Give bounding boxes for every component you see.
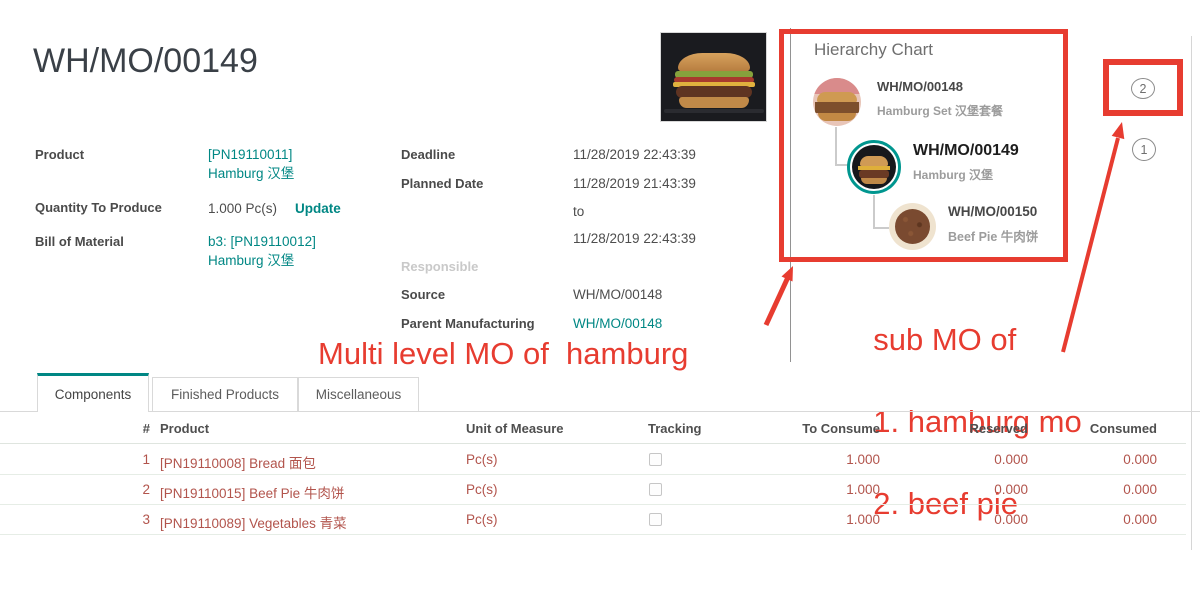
product-photo[interactable] bbox=[660, 32, 767, 122]
row-seq: 3 bbox=[142, 512, 150, 527]
callout-2-annotation-frame bbox=[1103, 59, 1183, 116]
col-header-tracking[interactable]: Tracking bbox=[648, 421, 702, 436]
annotation-multi-level: Multi level MO of hamburg bbox=[318, 336, 689, 371]
tab-components[interactable]: Components bbox=[37, 373, 149, 412]
page-title: WH/MO/00149 bbox=[33, 42, 258, 80]
col-header-consumed[interactable]: Consumed bbox=[1089, 421, 1157, 436]
form-chatter-divider bbox=[790, 28, 791, 362]
row-uom: Pc(s) bbox=[466, 452, 498, 467]
notebook-border bbox=[0, 411, 1200, 412]
row-product: [PN19110089] Vegetables 青菜 bbox=[160, 516, 347, 531]
burger-illustration bbox=[677, 53, 750, 72]
tab-finished-products[interactable]: Finished Products bbox=[152, 377, 298, 412]
bom-link-line2[interactable]: Hamburg 汉堡 bbox=[208, 253, 295, 268]
row-to-consume: 1.000 bbox=[846, 452, 880, 467]
planned-date-to-word: to bbox=[573, 204, 585, 219]
planned-date-to: 11/28/2019 22:43:39 bbox=[573, 231, 696, 246]
responsible-label: Responsible bbox=[401, 259, 479, 274]
row-product: [PN19110015] Beef Pie 牛肉饼 bbox=[160, 486, 345, 501]
col-header-seq[interactable]: # bbox=[142, 421, 150, 436]
tracking-checkbox[interactable] bbox=[649, 513, 662, 526]
hierarchy-node-name-00148: Hamburg Set 汉堡套餐 bbox=[877, 104, 1004, 118]
hierarchy-node-avatar-00149-current[interactable] bbox=[847, 140, 901, 194]
bom-link-line1[interactable]: b3: [PN19110012] bbox=[208, 234, 316, 249]
annotation-sub-mo: sub MO of 1. hamburg mo 2. beef pie bbox=[873, 322, 1082, 521]
row-to-consume: 1.000 bbox=[846, 482, 880, 497]
row-seq: 1 bbox=[142, 452, 150, 467]
callout-badge-2: 2 bbox=[1131, 78, 1155, 99]
bom-label: Bill of Material bbox=[35, 234, 124, 249]
update-link[interactable]: Update bbox=[295, 201, 341, 216]
hierarchy-node-code-00148[interactable]: WH/MO/00148 bbox=[877, 79, 963, 94]
col-header-uom[interactable]: Unit of Measure bbox=[466, 421, 564, 436]
quantity-label: Quantity To Produce bbox=[35, 200, 162, 215]
hierarchy-connector-2 bbox=[873, 195, 889, 229]
table-row[interactable]: 2 [PN19110015] Beef Pie 牛肉饼 Pc(s) 1.000 … bbox=[0, 475, 1186, 505]
hierarchy-chart-title: Hierarchy Chart bbox=[814, 40, 934, 59]
hierarchy-node-avatar-00148[interactable] bbox=[813, 78, 861, 126]
hierarchy-node-name-00149: Hamburg 汉堡 bbox=[913, 168, 994, 182]
row-product: [PN19110008] Bread 面包 bbox=[160, 456, 316, 471]
planned-date-from: 11/28/2019 21:43:39 bbox=[573, 176, 696, 191]
hierarchy-node-name-00150: Beef Pie 牛肉饼 bbox=[948, 230, 1039, 244]
row-to-consume: 1.000 bbox=[846, 512, 880, 527]
callout-badge-1: 1 bbox=[1132, 138, 1156, 161]
quantity-value: 1.000 Pc(s) bbox=[208, 201, 278, 216]
tracking-checkbox[interactable] bbox=[649, 453, 662, 466]
row-consumed: 0.000 bbox=[1123, 482, 1157, 497]
table-row[interactable]: 3 [PN19110089] Vegetables 青菜 Pc(s) 1.000… bbox=[0, 505, 1186, 535]
planned-date-label: Planned Date bbox=[401, 176, 484, 191]
parent-mo-link[interactable]: WH/MO/00148 bbox=[573, 316, 663, 331]
row-reserved: 0.000 bbox=[994, 452, 1028, 467]
col-header-product[interactable]: Product bbox=[160, 421, 210, 436]
col-header-reserved[interactable]: Reserved bbox=[969, 421, 1028, 436]
row-consumed: 0.000 bbox=[1123, 452, 1157, 467]
source-value: WH/MO/00148 bbox=[573, 287, 663, 302]
hierarchy-node-code-00149[interactable]: WH/MO/00149 bbox=[913, 142, 1019, 159]
deadline-label: Deadline bbox=[401, 147, 456, 162]
parent-mo-label: Parent Manufacturing bbox=[401, 316, 535, 331]
source-label: Source bbox=[401, 287, 446, 302]
row-seq: 2 bbox=[142, 482, 150, 497]
row-uom: Pc(s) bbox=[466, 512, 498, 527]
hierarchy-node-avatar-00150[interactable] bbox=[889, 203, 936, 250]
product-link-line2[interactable]: Hamburg 汉堡 bbox=[208, 166, 295, 181]
product-link[interactable]: [PN19110011] Hamburg 汉堡 bbox=[208, 147, 294, 182]
col-header-to-consume[interactable]: To Consume bbox=[802, 421, 880, 436]
tab-miscellaneous[interactable]: Miscellaneous bbox=[298, 377, 419, 412]
window-right-edge bbox=[1191, 36, 1192, 550]
product-link-line1[interactable]: [PN19110011] bbox=[208, 147, 293, 162]
row-consumed: 0.000 bbox=[1123, 512, 1157, 527]
table-row[interactable]: 1 [PN19110008] Bread 面包 Pc(s) 1.000 0.00… bbox=[0, 445, 1186, 475]
product-label: Product bbox=[35, 147, 85, 162]
deadline-value: 11/28/2019 22:43:39 bbox=[573, 147, 696, 162]
tracking-checkbox[interactable] bbox=[649, 483, 662, 496]
row-reserved: 0.000 bbox=[994, 482, 1028, 497]
hierarchy-connector-1 bbox=[835, 127, 848, 166]
row-uom: Pc(s) bbox=[466, 482, 498, 497]
row-reserved: 0.000 bbox=[994, 512, 1028, 527]
table-header-border bbox=[0, 443, 1186, 444]
hierarchy-node-code-00150[interactable]: WH/MO/00150 bbox=[948, 204, 1038, 219]
bom-link[interactable]: b3: [PN19110012] Hamburg 汉堡 bbox=[208, 234, 316, 269]
